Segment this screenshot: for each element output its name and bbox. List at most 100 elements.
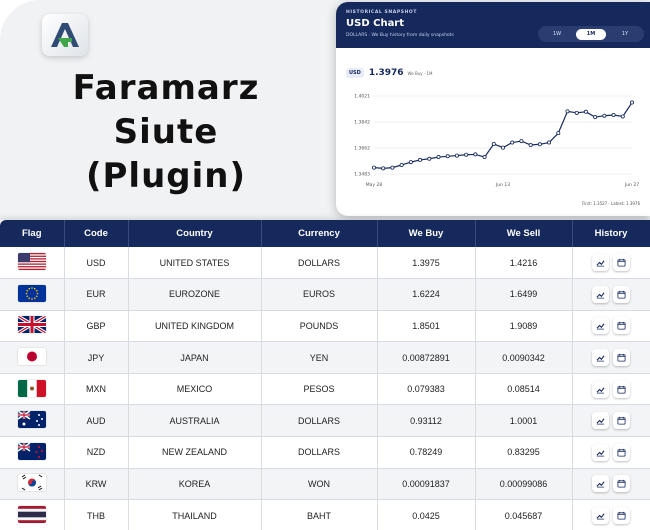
currency-cell: YEN <box>261 341 378 374</box>
history-cell <box>572 373 650 406</box>
range-tab-1m[interactable]: 1M <box>576 28 606 40</box>
flag-au-icon <box>17 410 46 429</box>
chart-button[interactable] <box>592 412 609 430</box>
code-cell: JPY <box>64 341 129 374</box>
we-buy-cell: 1.3975 <box>377 247 476 280</box>
calendar-icon <box>617 511 626 520</box>
chart-button[interactable] <box>592 285 609 303</box>
rates-table-container: Flag Code Country Currency We Buy We Sel… <box>0 220 650 530</box>
flag-us-icon <box>17 253 46 271</box>
calendar-button[interactable] <box>613 475 630 493</box>
data-point[interactable] <box>547 140 552 145</box>
chart-line-icon <box>596 513 605 520</box>
chart-button[interactable] <box>592 349 609 367</box>
data-point[interactable] <box>528 143 533 148</box>
table-row: AUD AUSTRALIA DOLLARS 0.93112 1.0001 <box>0 404 650 438</box>
currency-cell: BAHT <box>261 499 378 530</box>
data-point[interactable] <box>593 115 598 120</box>
calendar-button[interactable] <box>613 412 630 430</box>
data-point[interactable] <box>491 141 496 146</box>
chart-button[interactable] <box>592 254 609 272</box>
country-cell: UNITED KINGDOM <box>128 310 262 343</box>
flag-cell <box>0 310 65 343</box>
data-point[interactable] <box>390 165 395 170</box>
header-we-sell: We Sell <box>475 220 573 247</box>
calendar-button[interactable] <box>613 349 630 367</box>
chart-eyebrow: HISTORICAL SNAPSHOT <box>346 10 418 15</box>
quote-row: USD 1.3976 We Buy · 1M <box>346 68 432 78</box>
data-point[interactable] <box>482 155 487 160</box>
calendar-button[interactable] <box>613 317 630 335</box>
data-point[interactable] <box>427 156 432 161</box>
country-cell: THAILAND <box>128 499 262 530</box>
chart-line-icon <box>596 355 605 362</box>
data-point[interactable] <box>611 112 616 117</box>
calendar-button[interactable] <box>613 443 630 461</box>
calendar-button[interactable] <box>613 380 630 398</box>
chart-button[interactable] <box>592 507 609 525</box>
table-row: KRW KOREA WON 0.00091837 0.00099086 <box>0 468 650 501</box>
data-point[interactable] <box>399 163 404 168</box>
chart-button[interactable] <box>592 380 609 398</box>
currency-cell: DOLLARS <box>261 404 378 438</box>
current-value: 1.3976 <box>368 68 404 78</box>
flag-th-icon <box>17 506 46 524</box>
code-cell: AUD <box>64 404 129 438</box>
history-cell <box>572 404 650 438</box>
data-point[interactable] <box>473 152 478 157</box>
calendar-button[interactable] <box>613 285 630 303</box>
range-tab-1w[interactable]: 1W <box>552 30 562 37</box>
range-tab-1y[interactable]: 1Y <box>621 30 629 37</box>
chart-subtitle: DOLLARS · We Buy history from daily snap… <box>346 33 454 38</box>
table-row: USD UNITED STATES DOLLARS 1.3975 1.4216 <box>0 247 650 280</box>
data-point[interactable] <box>629 100 634 105</box>
data-point[interactable] <box>510 140 515 145</box>
data-point[interactable] <box>565 109 570 114</box>
data-point[interactable] <box>500 145 505 150</box>
data-point[interactable] <box>602 113 607 118</box>
chart-line-icon <box>596 418 605 425</box>
series-line <box>373 102 633 169</box>
data-point[interactable] <box>583 109 588 114</box>
currency-cell: WON <box>261 468 378 501</box>
we-sell-cell: 0.08514 <box>475 373 573 406</box>
flag-cell <box>0 499 65 530</box>
calendar-icon <box>617 290 626 299</box>
chart-button[interactable] <box>592 443 609 461</box>
currency-badge: USD <box>346 68 364 78</box>
data-point[interactable] <box>436 155 441 160</box>
we-buy-cell: 1.8501 <box>377 310 476 343</box>
data-point[interactable] <box>620 114 625 119</box>
data-point[interactable] <box>574 110 579 115</box>
currency-cell: PESOS <box>261 373 378 406</box>
data-point[interactable] <box>556 131 561 136</box>
calendar-icon <box>617 322 626 330</box>
country-cell: JAPAN <box>128 341 262 374</box>
table-row: MXN MEXICO PESOS 0.079383 0.08514 <box>0 373 650 406</box>
data-point[interactable] <box>519 139 524 144</box>
header-we-buy: We Buy <box>377 220 476 247</box>
we-buy-cell: 1.6224 <box>377 278 476 311</box>
we-buy-cell: 0.78249 <box>377 436 476 469</box>
data-point[interactable] <box>454 153 459 158</box>
calendar-button[interactable] <box>613 254 630 272</box>
chart-button[interactable] <box>592 475 609 493</box>
chart-title: USD Chart <box>346 18 405 29</box>
data-point[interactable] <box>408 160 413 165</box>
history-cell <box>572 278 650 311</box>
calendar-button[interactable] <box>613 507 630 525</box>
we-buy-cell: 0.93112 <box>377 404 476 438</box>
product-title-line1: Faramarz Siute <box>72 68 260 152</box>
we-sell-cell: 1.9089 <box>475 310 573 343</box>
flag-mx-icon <box>17 379 46 397</box>
data-point[interactable] <box>381 166 386 171</box>
data-point[interactable] <box>445 154 450 159</box>
history-cell <box>572 436 650 469</box>
we-sell-cell: 1.0001 <box>475 404 573 438</box>
y-tick-label: 1.3662 <box>354 146 370 152</box>
data-point[interactable] <box>372 165 377 170</box>
data-point[interactable] <box>537 142 542 147</box>
chart-button[interactable] <box>592 317 609 335</box>
data-point[interactable] <box>418 157 423 162</box>
data-point[interactable] <box>464 152 469 157</box>
